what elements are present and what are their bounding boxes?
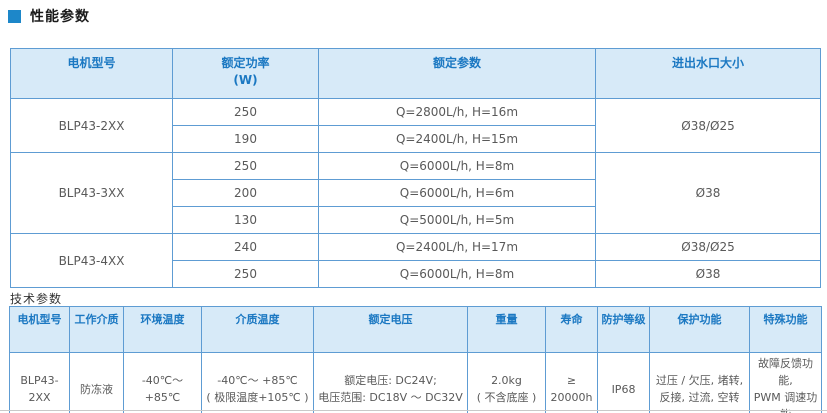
outlet-size-cell: Ø38/Ø25 <box>595 233 821 261</box>
col-header-special-functions: 特殊功能 <box>749 306 822 353</box>
section-title-performance: 性能参数 <box>30 9 90 25</box>
technical-header-row: 电机型号 工作介质 环境温度 介质温度 额定电压 重量 寿命 防护等级 保护功能… <box>9 306 822 353</box>
performance-table: 电机型号 额定功率 (W) 额定参数 进出水口大小 BLP43-2XX 250 … <box>10 48 821 288</box>
col-header-motor-model: 电机型号 <box>10 48 173 99</box>
ambient-temp-cell: -40℃～ +85℃ <box>123 352 202 413</box>
motor-model-cell: BLP43-4XX <box>10 233 173 288</box>
special-functions-cell: 故障反馈功能, PWM 调速功能 <box>749 352 822 413</box>
col-header-ambient-temp: 环境温度 <box>123 306 202 353</box>
motor-model-cell: BLP43-2XX <box>9 352 70 413</box>
working-medium-cell: 防冻液 <box>69 352 124 413</box>
technical-table: 电机型号 工作介质 环境温度 介质温度 额定电压 重量 寿命 防护等级 保护功能… <box>9 306 822 413</box>
rated-voltage-line1: 额定电压: DC24V; <box>344 374 437 387</box>
power-cell: 250 <box>172 260 319 288</box>
weight-line1: 2.0kg <box>491 374 522 387</box>
rated-params-cell: Q=5000L/h, H=5m <box>318 206 596 234</box>
bottom-divider <box>0 410 827 411</box>
lifespan-cell: ≥ 20000h <box>545 352 598 413</box>
col-header-motor-model: 电机型号 <box>9 306 70 353</box>
power-cell: 240 <box>172 233 319 261</box>
technical-data-row: BLP43-2XX 防冻液 -40℃～ +85℃ -40℃～ +85℃ ( 极限… <box>9 352 822 413</box>
col-header-rated-power: 额定功率 (W) <box>172 48 319 99</box>
outlet-size-cell: Ø38 <box>595 260 821 288</box>
rated-power-label: 额定功率 <box>221 56 270 70</box>
table-row: BLP43-3XX 250 Q=6000L/h, H=8m Ø38 <box>10 152 821 234</box>
weight-cell: 2.0kg ( 不含底座 ) <box>467 352 546 413</box>
rated-params-cell: Q=6000L/h, H=8m <box>318 152 596 180</box>
col-header-lifespan: 寿命 <box>545 306 598 353</box>
col-header-working-medium: 工作介质 <box>69 306 124 353</box>
power-cell: 130 <box>172 206 319 234</box>
medium-temp-line2: ( 极限温度+105℃ ) <box>206 391 309 404</box>
col-header-weight: 重量 <box>467 306 546 353</box>
rated-params-cell: Q=6000L/h, H=8m <box>318 260 596 288</box>
protection-rating-cell: IP68 <box>597 352 650 413</box>
protection-functions-cell: 过压 / 欠压, 堵转, 反接, 过流, 空转 <box>649 352 750 413</box>
motor-model-cell: BLP43-3XX <box>10 152 173 234</box>
medium-temp-cell: -40℃～ +85℃ ( 极限温度+105℃ ) <box>201 352 314 413</box>
col-header-outlet-size: 进出水口大小 <box>595 48 821 99</box>
power-cell: 190 <box>172 125 319 153</box>
motor-model-cell: BLP43-2XX <box>10 98 173 153</box>
outlet-size-cell: Ø38 <box>595 152 821 234</box>
power-cell: 250 <box>172 98 319 126</box>
outlet-size-cell: Ø38/Ø25 <box>595 98 821 153</box>
rated-voltage-line2: 电压范围: DC18V ～ DC32V <box>318 391 463 404</box>
rated-params-cell: Q=2800L/h, H=16m <box>318 98 596 126</box>
special-functions-line1: 故障反馈功能, <box>758 357 813 387</box>
rated-voltage-cell: 额定电压: DC24V; 电压范围: DC18V ～ DC32V <box>313 352 468 413</box>
performance-header-row: 电机型号 额定功率 (W) 额定参数 进出水口大小 <box>10 48 821 99</box>
col-header-protection-rating: 防护等级 <box>597 306 650 353</box>
table-row: 250 Q=6000L/h, H=8m Ø38 <box>11 260 821 288</box>
medium-temp-line1: -40℃～ +85℃ <box>217 374 298 387</box>
table-row: BLP43-4XX 240 Q=2400L/h, H=17m Ø38/Ø25 <box>10 233 821 288</box>
table-row: BLP43-2XX 250 Q=2800L/h, H=16m Ø38/Ø25 <box>10 98 821 153</box>
section-bullet-icon <box>8 9 21 23</box>
rated-power-unit: (W) <box>233 73 258 87</box>
power-cell: 250 <box>172 152 319 180</box>
rated-params-cell: Q=2400L/h, H=17m <box>318 233 596 261</box>
rated-params-cell: Q=2400L/h, H=15m <box>318 125 596 153</box>
weight-line2: ( 不含底座 ) <box>476 391 537 404</box>
col-header-rated-params: 额定参数 <box>318 48 596 99</box>
col-header-protection-functions: 保护功能 <box>649 306 750 353</box>
power-cell: 200 <box>172 179 319 207</box>
section-header-performance: 性能参数 <box>8 6 90 26</box>
section-title-technical: 技术参数 <box>10 292 63 306</box>
rated-params-cell: Q=6000L/h, H=6m <box>318 179 596 207</box>
table-row: 130 Q=5000L/h, H=5m <box>11 206 821 234</box>
col-header-medium-temp: 介质温度 <box>201 306 314 353</box>
col-header-rated-voltage: 额定电压 <box>313 306 468 353</box>
table-row: 190 Q=2400L/h, H=15m <box>11 125 821 153</box>
